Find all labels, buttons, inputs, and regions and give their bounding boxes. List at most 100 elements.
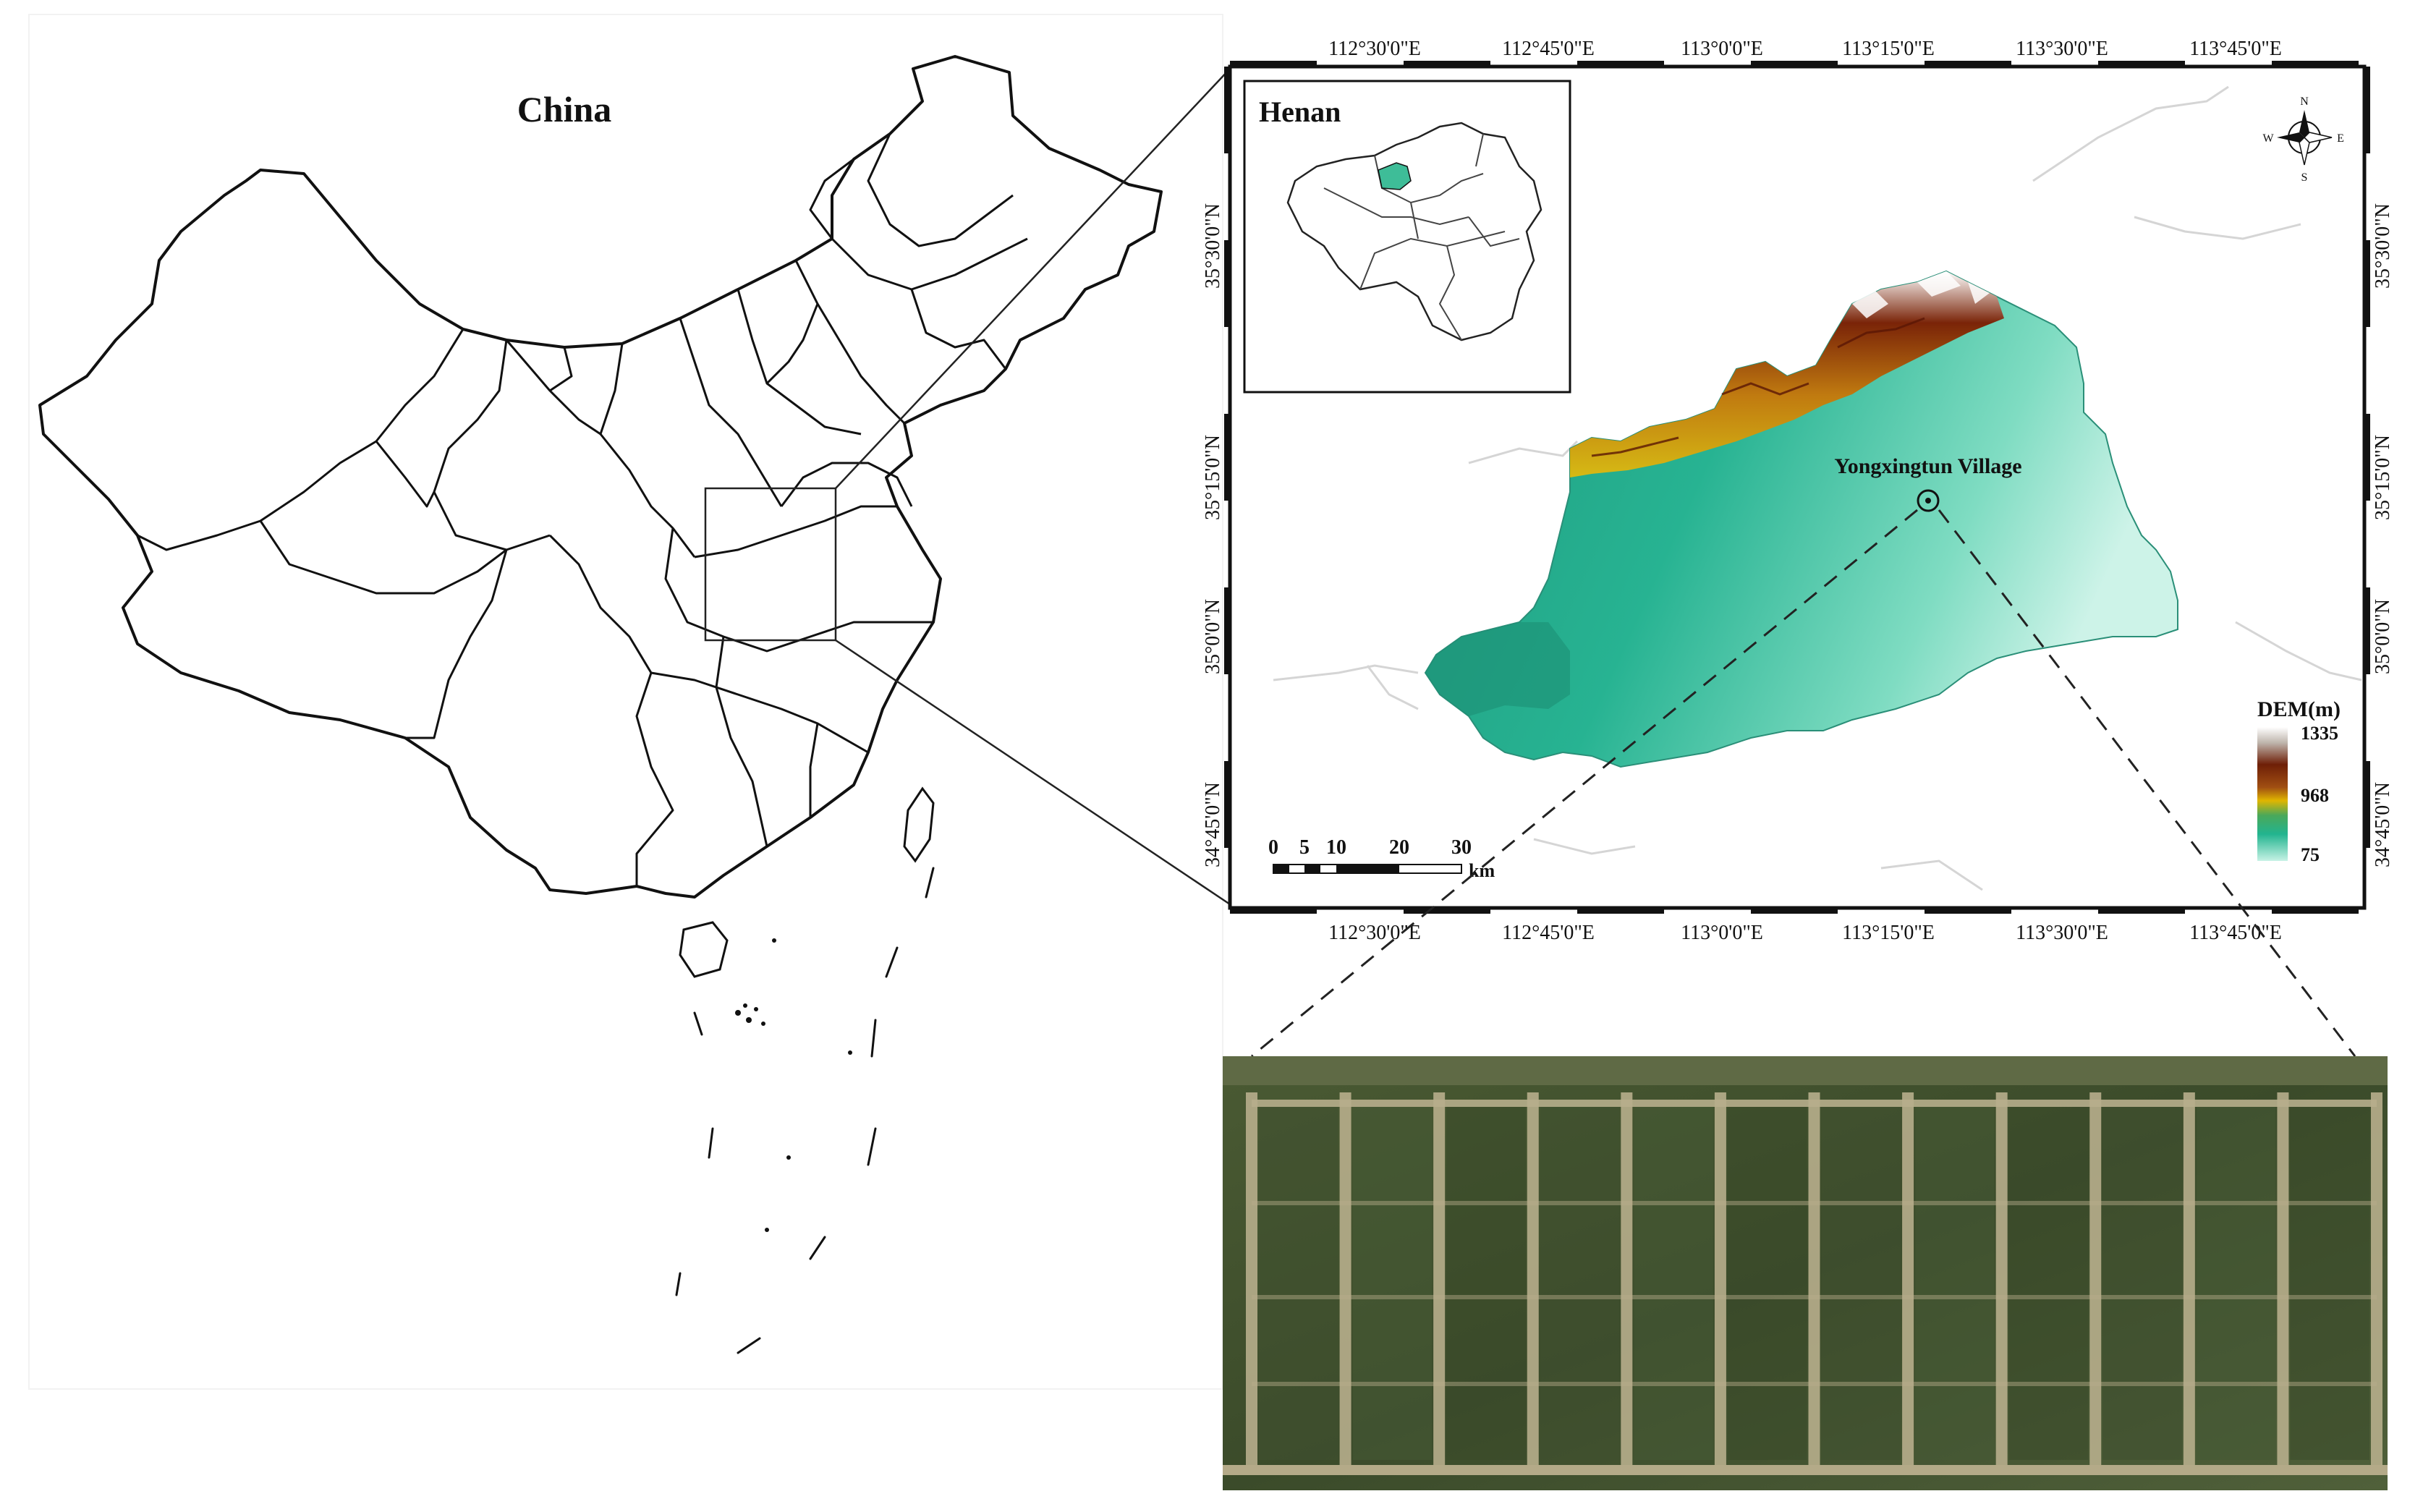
field-path-horizontal — [1252, 1201, 2377, 1205]
frame-check-h — [2272, 908, 2359, 914]
lat-tick-right-1: 35°30'0"N — [2372, 203, 2394, 289]
scale-tick-0: 0 — [1268, 836, 1278, 859]
lat-labels-left: 35°30'0"N 35°15'0"N 35°0'0"N 34°45'0"N — [1202, 203, 1224, 867]
field-path-vertical — [2183, 1092, 2195, 1469]
field-photo-top-strip — [1223, 1056, 2388, 1085]
lon-labels-top: 112°30'0"E 112°45'0"E 113°0'0"E 113°15'0… — [1328, 38, 2282, 60]
map-frame-checker-marks — [1224, 61, 2370, 914]
henan-prefecture-lines — [1323, 133, 1520, 341]
frame-check-h — [1404, 908, 1490, 914]
field-plot — [2196, 1101, 2276, 1460]
field-plot — [1821, 1101, 1901, 1460]
field-path-horizontal — [1252, 1100, 2377, 1107]
lat-tick-left-3: 35°0'0"N — [1202, 599, 1224, 674]
frame-check-v — [2364, 761, 2370, 848]
scale-tick-20: 20 — [1389, 836, 1409, 859]
lon-tick-top-4: 113°15'0"E — [1842, 38, 1935, 60]
frame-check-h — [2272, 61, 2359, 67]
dem-legend: DEM(m) 1335 968 75 — [2257, 697, 2341, 865]
field-path-vertical — [2371, 1092, 2382, 1469]
field-path-horizontal — [1252, 1295, 2377, 1299]
frame-check-v — [2364, 414, 2370, 501]
legend-title: DEM(m) — [2257, 697, 2341, 721]
china-national-outline — [38, 55, 1163, 899]
compass-s: S — [2301, 171, 2308, 184]
frame-check-h — [1230, 61, 1317, 67]
frame-check-h — [2098, 61, 2185, 67]
field-plot — [1352, 1101, 1433, 1460]
nine-dash-line — [675, 867, 935, 1354]
lon-tick-bottom-2: 112°45'0"E — [1502, 922, 1595, 944]
frame-check-h — [2098, 908, 2185, 914]
compass-n: N — [2300, 95, 2309, 108]
frame-check-v — [1224, 587, 1230, 674]
legend-mid: 968 — [2301, 785, 2329, 806]
field-path-vertical — [1808, 1092, 1820, 1469]
field-path-vertical — [2089, 1092, 2102, 1469]
frame-check-v — [2364, 587, 2370, 674]
legend-min: 75 — [2301, 844, 2320, 865]
field-plot — [1259, 1101, 1338, 1460]
field-path-vertical — [1527, 1092, 1539, 1469]
dem-low-west — [1425, 622, 1570, 716]
lat-tick-right-2: 35°15'0"N — [2372, 435, 2394, 520]
lat-tick-left-1: 35°30'0"N — [1202, 203, 1224, 289]
lat-labels-right: 35°30'0"N 35°15'0"N 35°0'0"N 34°45'0"N — [2372, 203, 2394, 867]
lon-tick-bottom-6: 113°45'0"E — [2189, 922, 2282, 944]
hainan-outline — [679, 921, 729, 978]
frame-check-v — [1224, 414, 1230, 501]
china-study-region-box — [704, 487, 837, 642]
field-plot — [2290, 1101, 2369, 1460]
study-area-map: Yongxingtun Village 112°30'0"E 112°45'0"… — [1202, 38, 2394, 944]
field-path-vertical — [1433, 1092, 1446, 1469]
field-path-vertical — [1995, 1092, 2008, 1469]
field-path-horizontal — [1252, 1382, 2377, 1386]
frame-check-v — [1224, 240, 1230, 327]
compass-e: E — [2337, 132, 2344, 145]
frame-check-v — [2364, 240, 2370, 327]
dem-ridge-texture — [1591, 317, 1925, 457]
frame-check-h — [1230, 908, 1317, 914]
frame-check-v — [1224, 67, 1230, 153]
henan-outline — [1286, 122, 1543, 341]
lon-tick-bottom-3: 113°0'0"E — [1681, 922, 1763, 944]
dem-mountain-ridge — [1570, 271, 2004, 477]
lon-tick-bottom-4: 113°15'0"E — [1842, 922, 1935, 944]
lat-tick-left-2: 35°15'0"N — [1202, 435, 1224, 520]
field-path-vertical — [1621, 1092, 1633, 1469]
taiwan-outline — [903, 786, 935, 863]
field-path-vertical — [1714, 1092, 1726, 1469]
frame-check-h — [1404, 61, 1490, 67]
lon-tick-top-2: 112°45'0"E — [1502, 38, 1595, 60]
field-plot-grid — [1246, 1092, 2382, 1469]
field-plot — [1915, 1101, 1995, 1460]
frame-check-v — [1224, 761, 1230, 848]
frame-check-h — [1577, 908, 1664, 914]
compass-rose-icon: N S E W — [2262, 95, 2343, 184]
legend-color-ramp — [2257, 727, 2288, 861]
field-plot — [1446, 1101, 1526, 1460]
lon-tick-top-5: 113°30'0"E — [2016, 38, 2108, 60]
field-plot — [1540, 1101, 1620, 1460]
lon-labels-bottom: 112°30'0"E 112°45'0"E 113°0'0"E 113°15'0… — [1328, 922, 2282, 944]
frame-check-v — [2364, 67, 2370, 153]
field-aerial-photo — [1223, 1056, 2388, 1490]
scale-bar: 0 5 10 20 30 km — [1268, 836, 1495, 881]
scale-tick-30: 30 — [1451, 836, 1472, 859]
frame-check-h — [1577, 61, 1664, 67]
lon-tick-top-1: 112°30'0"E — [1328, 38, 1421, 60]
field-path-vertical — [1246, 1092, 1257, 1469]
compass-w: W — [2262, 132, 2274, 145]
field-path-vertical — [1902, 1092, 1914, 1469]
spratly-dots — [735, 938, 852, 1232]
dem-ridge-highlights — [1852, 271, 1990, 318]
legend-max: 1335 — [2301, 723, 2338, 744]
scale-unit: km — [1469, 860, 1495, 881]
site-marker — [1917, 489, 1940, 512]
site-label: Yongxingtun Village — [1834, 454, 2021, 478]
field-plot — [2102, 1101, 2182, 1460]
henan-title: Henan — [1259, 95, 1341, 128]
province-boundaries — [137, 133, 1028, 886]
field-plot — [1727, 1101, 1807, 1460]
